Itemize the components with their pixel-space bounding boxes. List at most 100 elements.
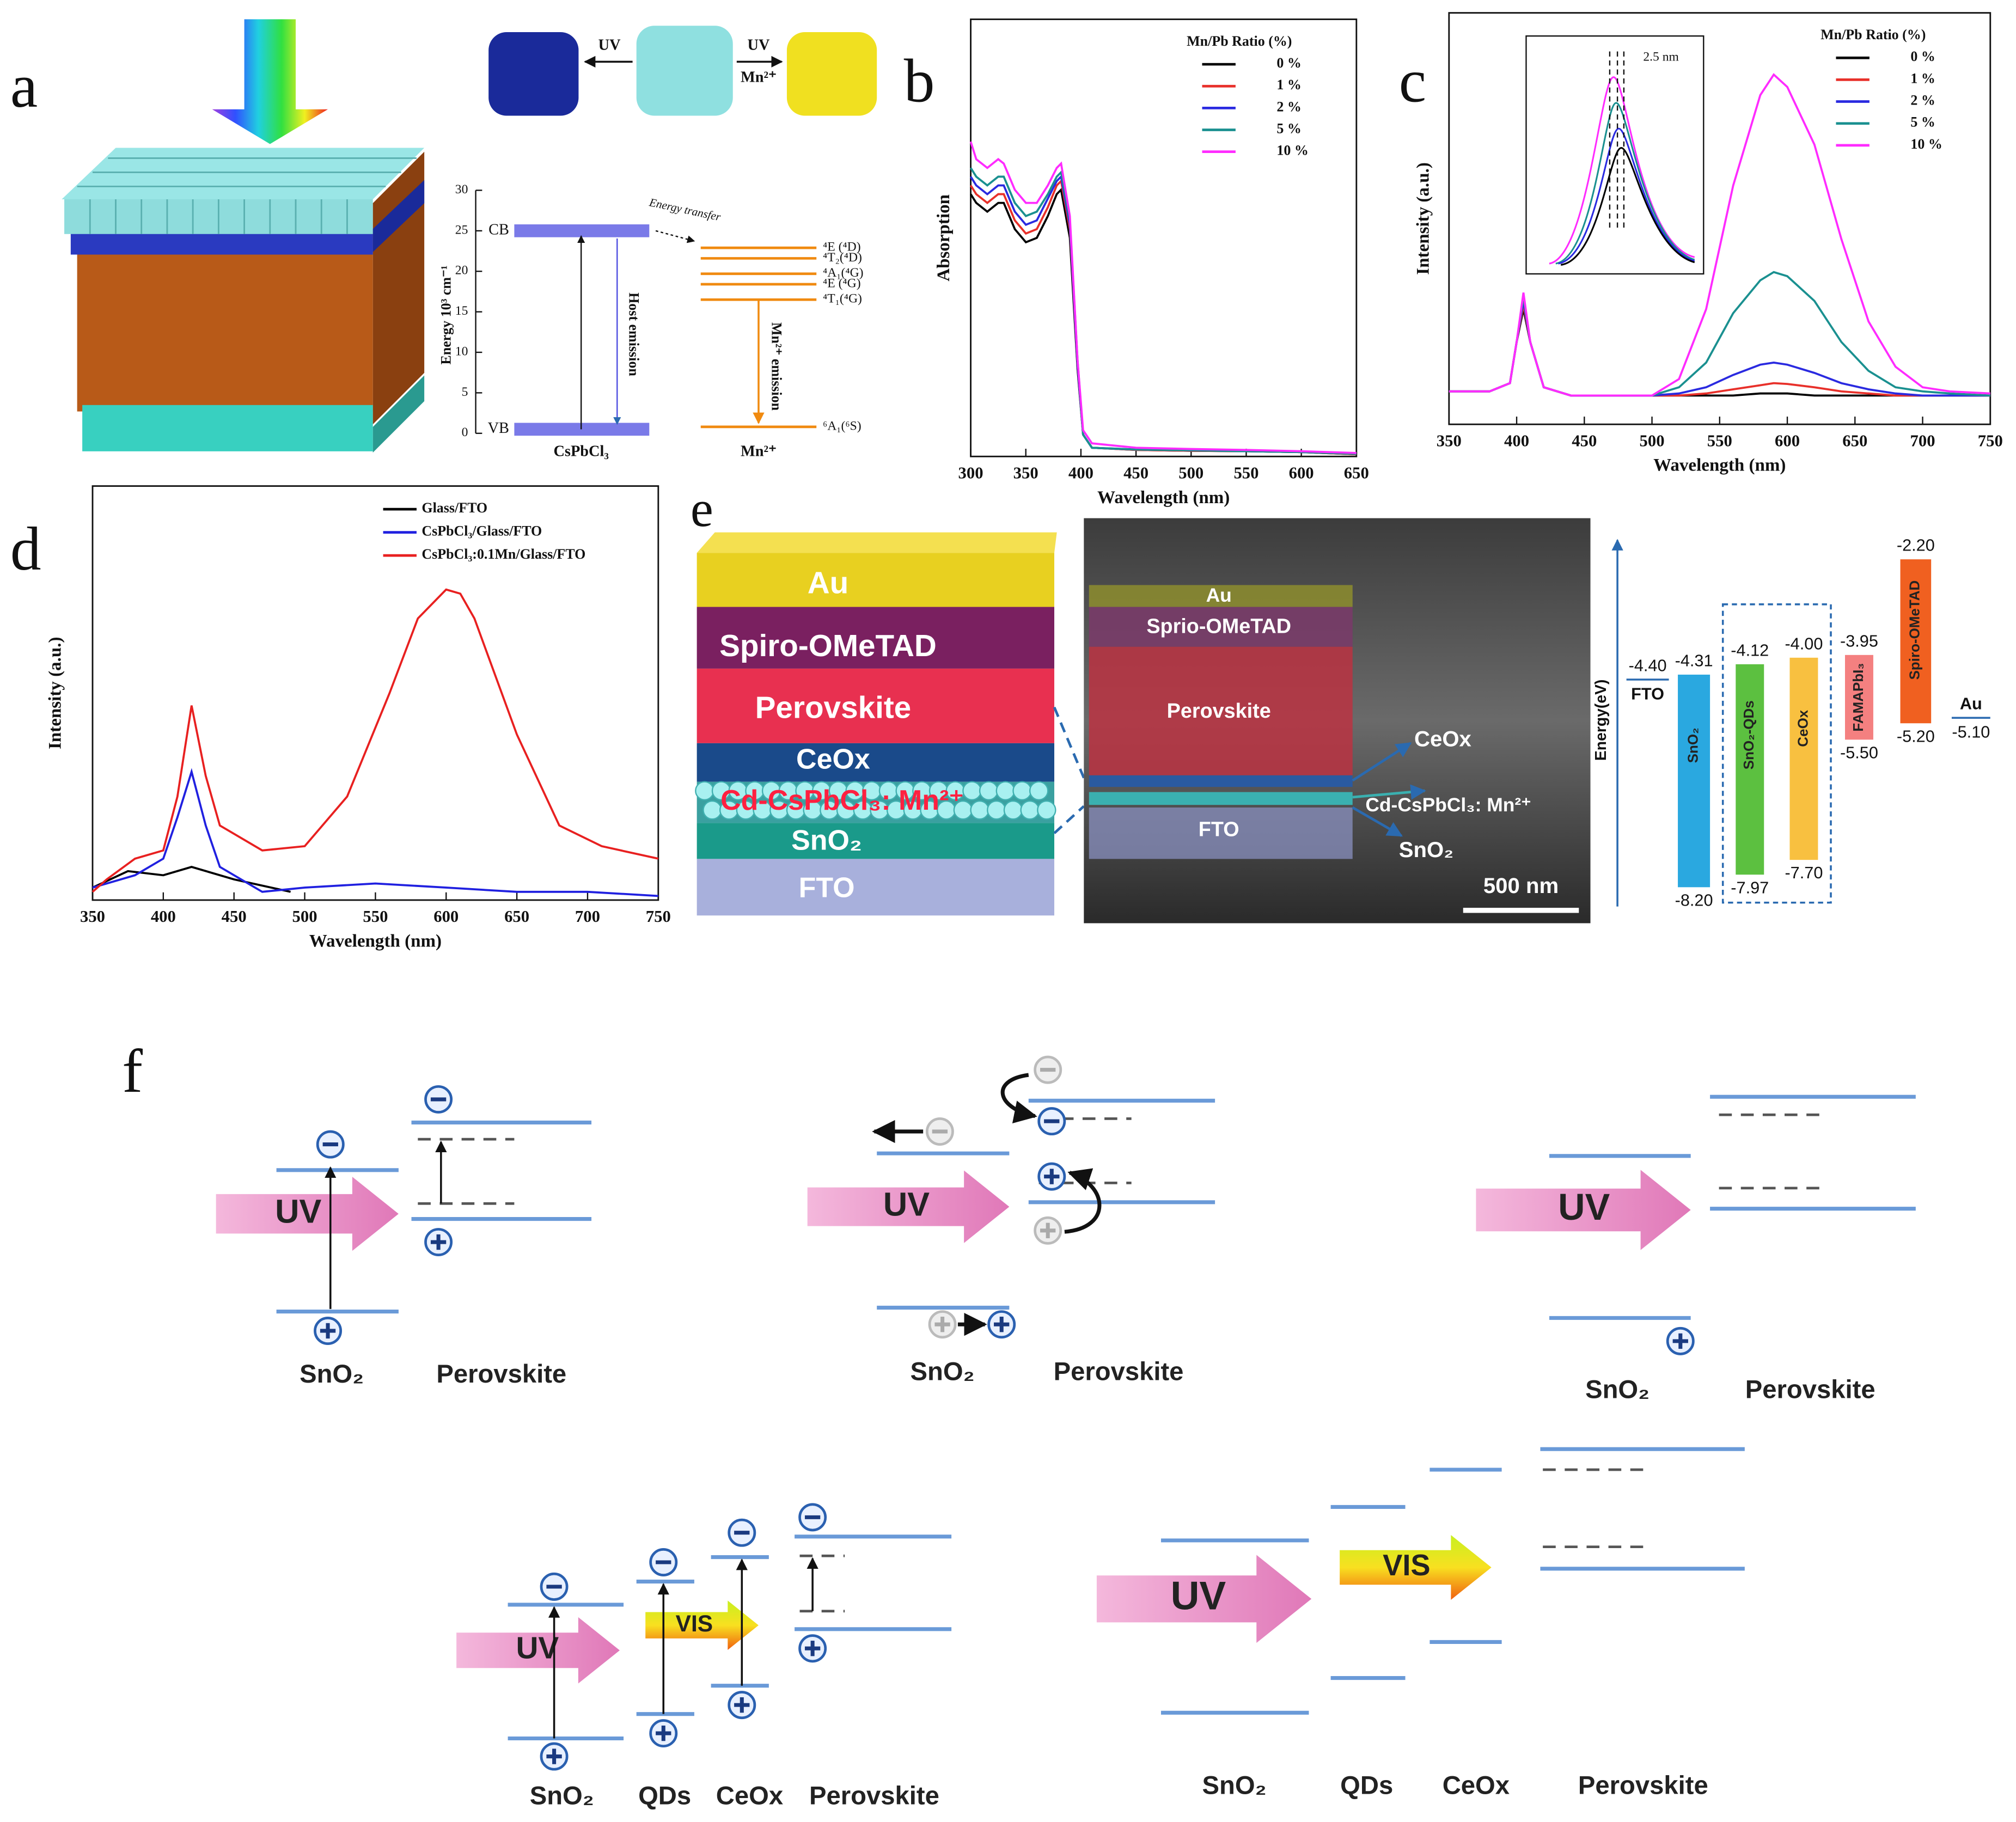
material-label: SnO₂ xyxy=(1202,1771,1267,1800)
material-label: SnO₂ xyxy=(530,1782,594,1811)
x-tick-label: 350 xyxy=(1437,431,1462,450)
value-label: -5.10 xyxy=(1952,723,1990,742)
y-tick-label: 10 xyxy=(455,344,468,358)
species-label: Mn²⁺ xyxy=(741,443,777,460)
layer-stack xyxy=(697,823,1054,859)
panel-a-art xyxy=(62,19,877,453)
x-tick-label: 450 xyxy=(222,907,247,926)
legend-entry: 10 % xyxy=(1910,136,1942,152)
light-arrow xyxy=(645,1600,759,1650)
bead xyxy=(1020,800,1040,820)
x-tick-label: 750 xyxy=(646,907,671,926)
level-label: ⁴T₁(⁴G) xyxy=(823,292,862,306)
x-tick-label: 600 xyxy=(433,907,459,926)
energy-bar xyxy=(1900,559,1932,724)
layer-label: CeOx xyxy=(796,744,870,775)
y-tick-label: 0 xyxy=(462,425,468,439)
material-label: QDs xyxy=(1340,1771,1393,1800)
bead xyxy=(1037,800,1056,820)
series-line xyxy=(969,187,1357,456)
arrow-label: UV xyxy=(748,37,770,54)
x-tick-label: 650 xyxy=(1344,463,1369,482)
x-tick-label: 700 xyxy=(1910,431,1935,450)
arrow-label: Mn²⁺ xyxy=(741,69,777,86)
value-label: -3.95 xyxy=(1840,631,1878,650)
series-line xyxy=(1449,309,1990,397)
bead xyxy=(962,781,982,800)
bead xyxy=(1029,781,1049,800)
legend-entry: 1 % xyxy=(1910,70,1935,86)
light-arrow xyxy=(1096,1555,1312,1643)
material-label: Perovskite xyxy=(809,1782,939,1811)
material-label: Perovskite xyxy=(436,1360,566,1389)
bead xyxy=(987,800,1006,820)
legend-entry: Glass/FTO xyxy=(421,500,487,516)
bead xyxy=(979,781,999,800)
sem-image xyxy=(1089,607,1353,647)
panel-a-art xyxy=(372,375,425,453)
inset-curve xyxy=(1558,127,1695,265)
material-label: SnO₂ xyxy=(911,1357,975,1386)
light-arrow xyxy=(456,1617,620,1684)
x-tick-label: 500 xyxy=(1640,431,1665,450)
series-line xyxy=(1449,301,1990,397)
sem-label: FTO xyxy=(1199,818,1239,841)
legend-entry: 1 % xyxy=(1276,77,1301,93)
material-label: SnO₂-QDs xyxy=(1740,700,1757,769)
light-arrow xyxy=(1340,1534,1492,1600)
y-tick-label: 30 xyxy=(455,182,468,197)
recombination-arrow xyxy=(1064,1168,1102,1234)
x-tick-label: 650 xyxy=(504,907,529,926)
value-label: -7.97 xyxy=(1731,878,1769,897)
series-line xyxy=(969,141,1357,454)
arrow-label: VIS xyxy=(1383,1549,1431,1582)
y-tick-label: 25 xyxy=(455,223,468,237)
panel-a-art xyxy=(488,32,579,116)
panel-a-art xyxy=(636,26,733,116)
emission-label: Mn²⁺ emission xyxy=(769,322,785,411)
bead xyxy=(695,781,714,800)
material-label: CeOx xyxy=(1443,1771,1510,1800)
legend-title: Mn/Pb Ratio (%) xyxy=(1187,33,1292,49)
sem-label: Cd-CsPbCl₃: Mn²⁺ xyxy=(1365,794,1531,816)
material-label: Au xyxy=(1960,694,1982,713)
panel-label: f xyxy=(122,1037,143,1105)
panel-a-art xyxy=(77,250,373,412)
y-axis-label: Energy 10³ cm⁻¹ xyxy=(438,265,454,364)
sem-image xyxy=(1089,792,1353,805)
x-tick-label: 400 xyxy=(1068,463,1093,482)
legend-entry: CsPbCl₃:0.1Mn/Glass/FTO xyxy=(421,546,585,562)
energy-bar xyxy=(1789,657,1818,860)
sem-image xyxy=(1084,518,1591,924)
material-label: FAMAPbI₃ xyxy=(1850,663,1866,732)
bead xyxy=(702,800,722,820)
level-label: ⁴T₂(⁴D) xyxy=(823,250,862,265)
band-label: VB xyxy=(488,420,509,437)
sem-label: Au xyxy=(1206,584,1232,606)
inset-curve xyxy=(1555,102,1695,265)
panel-a-art xyxy=(786,32,877,116)
legend-entry: 0 % xyxy=(1910,48,1935,64)
x-tick-label: 700 xyxy=(575,907,600,926)
legend-entry: 2 % xyxy=(1276,99,1301,114)
series-line xyxy=(969,167,1357,455)
bead xyxy=(1003,800,1023,820)
material-label: Perovskite xyxy=(1745,1375,1876,1404)
sem-label: CeOx xyxy=(1414,727,1471,751)
light-arrow xyxy=(1476,1170,1691,1250)
panel-a-art xyxy=(82,405,373,451)
panel-label: a xyxy=(10,52,38,120)
material-label: Perovskite xyxy=(1054,1357,1184,1386)
value-label: -2.20 xyxy=(1897,536,1935,555)
material-label: SnO₂ xyxy=(1585,1375,1650,1404)
inset-frame xyxy=(1525,35,1705,275)
arrow-label: UV xyxy=(1171,1574,1226,1618)
layer-label: FTO xyxy=(799,872,855,904)
bead xyxy=(995,781,1015,800)
x-tick-label: 450 xyxy=(1572,431,1597,450)
panel-a-art xyxy=(70,231,373,255)
layer-label: SnO₂ xyxy=(791,824,862,856)
recombination-arrow xyxy=(1000,1073,1037,1123)
y-axis-label: Energy(eV) xyxy=(1592,680,1610,761)
